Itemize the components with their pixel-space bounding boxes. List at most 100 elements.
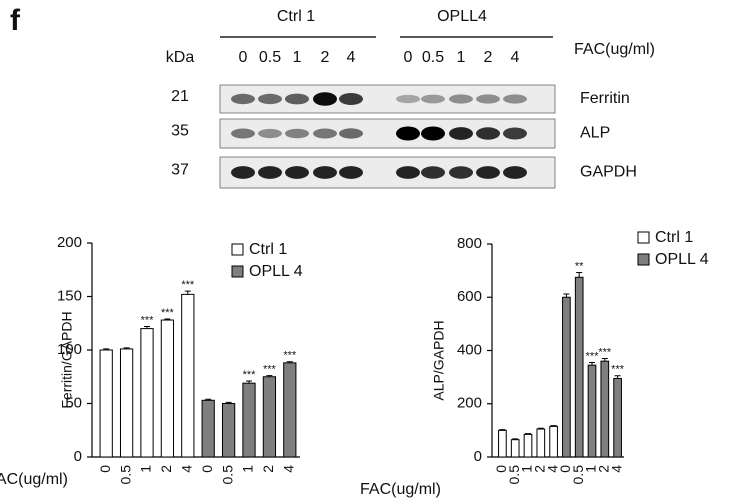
significance: *** <box>141 314 155 326</box>
legend-swatch <box>231 265 244 278</box>
x-axis-label: FAC(ug/ml) <box>0 471 68 488</box>
bar <box>600 360 610 458</box>
error-bar <box>286 361 293 363</box>
protein-label: Ferritin <box>580 90 630 107</box>
band <box>231 128 255 139</box>
legend-swatch <box>637 253 650 266</box>
error-bar <box>184 290 191 295</box>
band <box>476 127 500 140</box>
x-tick-label: 4 <box>544 465 560 473</box>
error-bar <box>563 293 570 298</box>
significance: *** <box>611 364 625 376</box>
bar <box>536 428 546 458</box>
kda-value: 35 <box>171 123 189 140</box>
band <box>449 94 473 104</box>
x-axis-label: FAC(ug/ml) <box>360 481 441 498</box>
bar <box>119 348 134 458</box>
legend-label: Ctrl 1 <box>655 229 693 246</box>
kda-value: 21 <box>171 88 189 105</box>
bar <box>140 328 154 458</box>
bar <box>587 364 597 458</box>
band <box>396 126 420 141</box>
error-bar <box>589 361 595 366</box>
band <box>476 94 500 104</box>
protein-label: GAPDH <box>580 164 637 181</box>
x-tick-label: 0.5 <box>117 465 133 485</box>
x-tick-label: 0 <box>493 465 509 473</box>
significance: ** <box>575 260 584 272</box>
band <box>396 94 420 104</box>
error-bar <box>537 427 544 430</box>
bar <box>160 319 175 458</box>
lane-label: 4 <box>347 49 356 66</box>
bar <box>498 429 507 458</box>
error-bar <box>576 271 583 278</box>
x-tick-label: 4 <box>608 465 624 473</box>
x-tick-label: 4 <box>281 465 297 473</box>
band <box>285 93 309 105</box>
band <box>258 93 282 105</box>
legend-label: OPLL 4 <box>249 263 303 280</box>
kda-value: 37 <box>171 162 189 179</box>
error-bar <box>103 348 110 350</box>
x-tick-label: 2 <box>532 465 548 473</box>
band <box>258 128 282 139</box>
x-tick-label: 1 <box>240 465 256 473</box>
error-bar <box>266 375 273 377</box>
error-bar <box>246 380 252 384</box>
y-tick-label: 0 <box>74 448 82 465</box>
band <box>313 128 337 139</box>
x-tick-label: 0.5 <box>219 465 235 485</box>
bar <box>99 349 113 458</box>
error-bar <box>614 375 621 379</box>
band <box>231 93 255 105</box>
panel-label: f <box>10 4 21 37</box>
bar <box>283 362 297 458</box>
lane-label: 1 <box>293 49 302 66</box>
band <box>449 166 473 179</box>
kda-label: kDa <box>166 49 195 66</box>
error-bar <box>164 318 171 321</box>
x-tick-label: 0.5 <box>506 465 522 485</box>
band <box>258 166 282 179</box>
lane-label: 0.5 <box>422 49 444 66</box>
band <box>476 166 500 179</box>
legend-swatch <box>637 231 650 244</box>
lane-label: 2 <box>321 49 330 66</box>
bar <box>562 296 571 458</box>
bar <box>221 403 236 458</box>
bar <box>242 382 256 458</box>
x-tick-label: 2 <box>260 465 276 473</box>
error-bar <box>512 438 519 440</box>
error-bar <box>601 357 608 362</box>
bar <box>523 433 533 458</box>
lane-label: 1 <box>457 49 466 66</box>
bar <box>262 376 277 458</box>
group-label: OPLL4 <box>437 8 487 25</box>
lane-label: 2 <box>484 49 493 66</box>
error-bar <box>205 398 212 401</box>
y-tick-label: 600 <box>457 288 482 305</box>
band <box>449 127 473 140</box>
y-tick-label: 50 <box>65 394 82 411</box>
y-axis-label: Ferritin/GAPDH <box>59 311 75 408</box>
band <box>503 94 527 104</box>
concentration-label: FAC(ug/ml) <box>574 41 655 58</box>
bar <box>510 439 520 458</box>
error-bar <box>123 347 130 349</box>
significance: *** <box>283 350 297 362</box>
x-tick-label: 1 <box>138 465 154 473</box>
bar <box>613 377 622 458</box>
band <box>503 127 527 140</box>
error-bar <box>499 429 506 431</box>
band <box>313 92 337 106</box>
x-tick-label: 0.5 <box>570 465 586 485</box>
y-tick-label: 200 <box>457 395 482 412</box>
error-bar <box>525 433 531 435</box>
group-label: Ctrl 1 <box>277 8 315 25</box>
lane-label: 4 <box>511 49 520 66</box>
lane-label: 0 <box>239 49 248 66</box>
band <box>503 166 527 179</box>
bar <box>549 425 558 458</box>
significance: *** <box>586 350 600 362</box>
